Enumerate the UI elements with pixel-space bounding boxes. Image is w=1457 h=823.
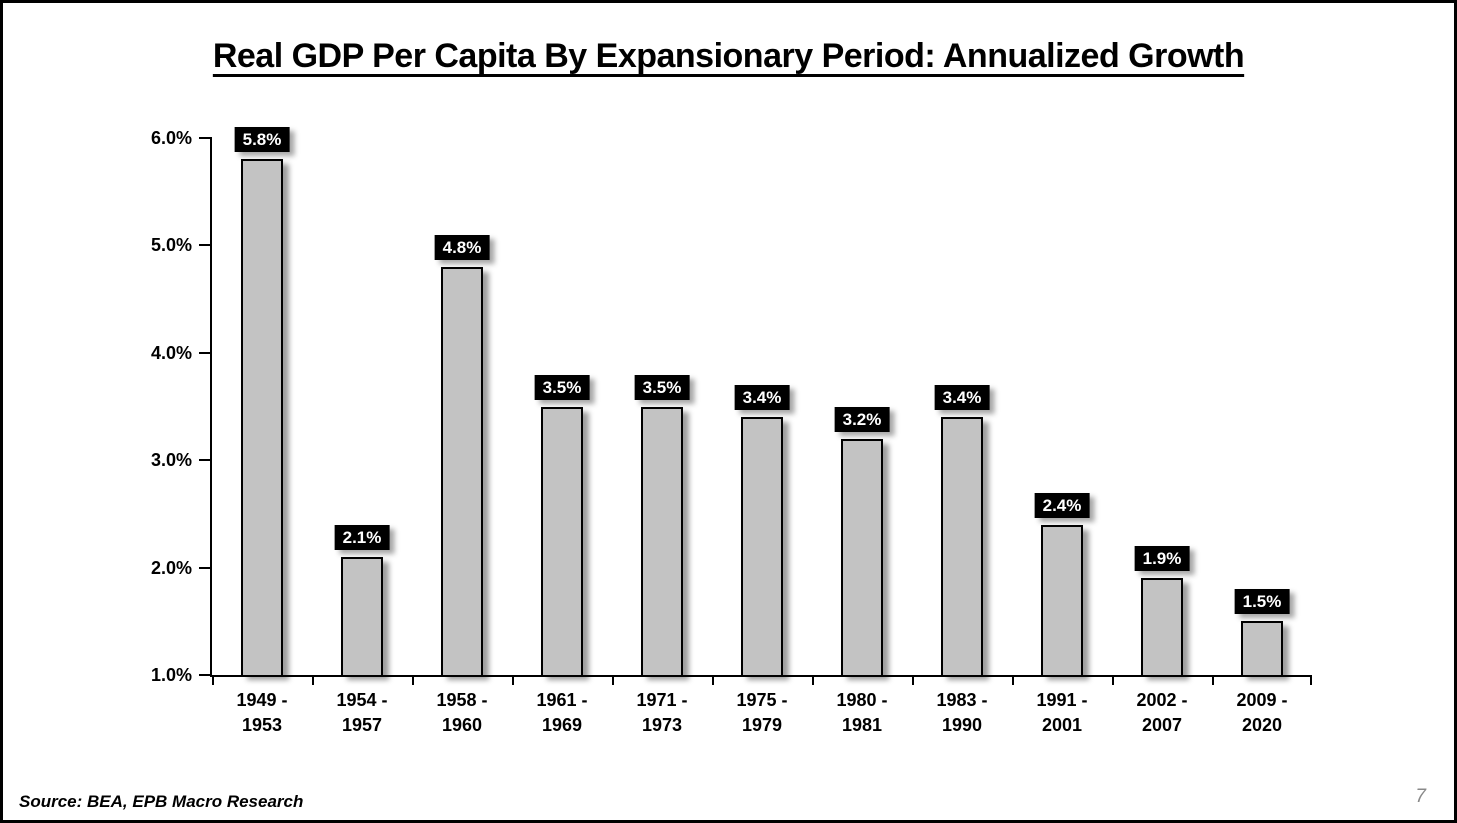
category-line-2: 1960 [441, 715, 483, 735]
category-line-1: 1980 - [836, 690, 888, 710]
category-line-1: 1975 - [736, 690, 788, 710]
x-axis-tick [512, 675, 514, 685]
x-axis-category-label: 1949 - 1953 [212, 688, 312, 738]
category-line-1: 1958 - [436, 690, 488, 710]
x-axis-tick [912, 675, 914, 685]
y-axis-tick [199, 566, 212, 569]
category-line-1: 1949 - [236, 690, 288, 710]
bar [841, 438, 883, 675]
category-line-2: 2020 [1241, 715, 1283, 735]
bar [941, 417, 983, 675]
x-axis-category-label: 1961 - 1969 [512, 688, 612, 738]
bar-value-label: 1.9% [1134, 546, 1190, 572]
x-axis-tick [612, 675, 614, 685]
bar [1041, 524, 1083, 675]
bar-value-label: 2.1% [334, 524, 390, 550]
y-axis-tick [199, 137, 212, 139]
x-axis-category-label: 1954 - 1957 [312, 688, 412, 738]
x-axis-tick [312, 675, 314, 685]
category-line-1: 1971 - [636, 690, 688, 710]
x-axis-category-label: 1980 - 1981 [812, 688, 912, 738]
y-axis-tick-label: 3.0% [150, 450, 192, 471]
bar [641, 406, 683, 675]
x-axis-tick [1112, 675, 1114, 685]
category-line-1: 1961 - [536, 690, 588, 710]
y-axis-tick-label: 2.0% [150, 557, 192, 578]
plot-area: 6.0% 5.0% 4.0% 3.0% 2.0% 1.0% 5.8% 1949 - 1953 2.… [151, 127, 1312, 735]
x-axis-tick [712, 675, 714, 685]
y-axis-tick-label: 5.0% [150, 235, 192, 256]
bar-value-label: 1.5% [1234, 589, 1290, 615]
bar-value-label: 4.8% [434, 234, 490, 260]
x-axis-category-label: 2002 - 2007 [1112, 688, 1212, 738]
x-axis-tick [412, 675, 414, 685]
x-axis-tick [1310, 675, 1312, 685]
x-axis-category-label: 1975 - 1979 [712, 688, 812, 738]
x-axis-category-label: 2009 - 2020 [1212, 688, 1312, 738]
category-line-2: 1979 [741, 715, 783, 735]
bar [341, 556, 383, 675]
bar-value-label: 3.4% [734, 385, 790, 411]
x-axis-category-label: 1971 - 1973 [612, 688, 712, 738]
y-axis-tick [199, 674, 212, 676]
category-line-2: 1990 [941, 715, 983, 735]
category-line-2: 1953 [241, 715, 283, 735]
y-axis-tick-label: 4.0% [150, 342, 192, 363]
bar [741, 417, 783, 675]
category-line-2: 1973 [641, 715, 683, 735]
category-line-1: 1991 - [1036, 690, 1088, 710]
y-axis-tick-label: 1.0% [150, 665, 192, 685]
category-line-2: 2001 [1041, 715, 1083, 735]
bar [441, 266, 483, 675]
bar-value-label: 3.2% [834, 406, 890, 432]
bar-value-label: 3.5% [634, 374, 690, 400]
x-axis-category-label: 1991 - 2001 [1012, 688, 1112, 738]
source-note: Source: BEA, EPB Macro Research [19, 792, 304, 811]
category-line-1: 2009 - [1236, 690, 1288, 710]
category-line-2: 1957 [341, 715, 383, 735]
bar [1141, 578, 1183, 675]
y-axis-tick-label: 6.0% [150, 128, 192, 148]
category-line-2: 2007 [1141, 715, 1183, 735]
x-axis-tick [1012, 675, 1014, 685]
category-line-1: 1983 - [936, 690, 988, 710]
bar [541, 406, 583, 675]
bar-value-label: 5.8% [234, 127, 290, 153]
category-line-1: 2002 - [1136, 690, 1188, 710]
category-line-1: 1954 - [336, 690, 388, 710]
category-line-2: 1981 [841, 715, 883, 735]
x-axis-tick [812, 675, 814, 685]
y-axis-tick [199, 459, 212, 462]
bar [241, 159, 283, 675]
chart-title: Real GDP Per Capita By Expansionary Peri… [212, 37, 1245, 75]
x-axis-category-label: 1983 - 1990 [912, 688, 1012, 738]
y-axis-tick [199, 244, 212, 247]
x-axis-tick [1212, 675, 1214, 685]
category-line-2: 1969 [541, 715, 583, 735]
x-axis-category-label: 1958 - 1960 [412, 688, 512, 738]
bar-value-label: 3.4% [934, 385, 990, 411]
bar [1241, 621, 1283, 675]
x-axis-tick [212, 675, 214, 685]
y-axis-tick [199, 351, 212, 354]
bar-value-label: 2.4% [1034, 492, 1090, 518]
page-number: 7 [1415, 786, 1426, 807]
bar-value-label: 3.5% [534, 374, 590, 400]
